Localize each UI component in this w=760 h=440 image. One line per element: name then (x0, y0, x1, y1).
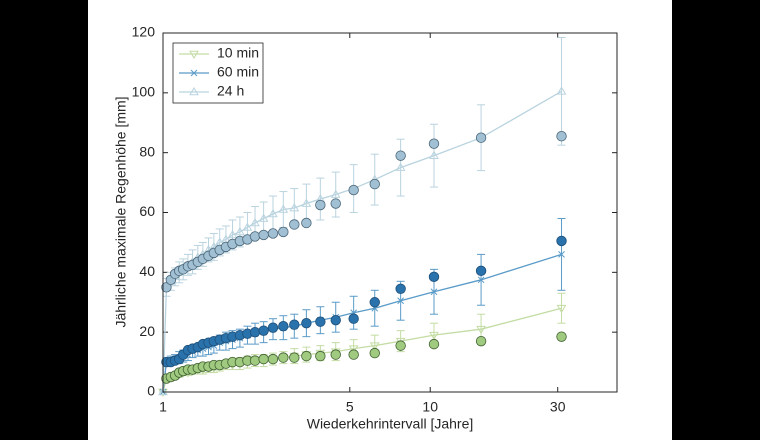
y-tick-label: 100 (132, 84, 156, 100)
error-bar (396, 138, 405, 197)
line-marker (477, 276, 485, 284)
line-marker (429, 150, 439, 159)
line-marker (235, 226, 245, 236)
observed-point (556, 131, 567, 142)
legend-label: 60 min (217, 64, 259, 80)
observed-point (267, 228, 279, 239)
observed-point (278, 352, 289, 363)
error-bar (557, 36, 566, 146)
observed-point (369, 178, 380, 190)
line-marker (395, 162, 406, 171)
observed-point (330, 198, 341, 209)
legend-marker (189, 87, 199, 96)
line-marker (330, 189, 341, 198)
observed-point (330, 315, 341, 326)
x-tick-label: 1 (159, 399, 167, 415)
y-axis-label: Jährliche maximale Regenhöhe [mm] (113, 96, 129, 327)
observed-point (289, 219, 300, 230)
observed-point (369, 347, 380, 359)
line-marker (558, 251, 565, 258)
observed-point (428, 138, 440, 149)
observed-point (475, 132, 487, 143)
line-marker (268, 209, 278, 218)
observed-point (315, 350, 326, 362)
error-bar (316, 177, 325, 221)
error-bar (429, 123, 438, 188)
line-marker (250, 217, 260, 227)
observed-point (330, 349, 341, 360)
observed-point (289, 319, 300, 330)
observed-point (369, 297, 380, 308)
line-marker (158, 387, 168, 396)
observed-point (249, 231, 261, 242)
observed-point (278, 226, 289, 238)
observed-point (267, 353, 279, 365)
line-marker (348, 345, 359, 354)
y-tick-label: 0 (147, 383, 155, 399)
error-bar (557, 292, 566, 324)
line-marker (556, 304, 567, 314)
line-marker (278, 204, 289, 213)
observed-point (428, 271, 440, 283)
observed-point (301, 217, 312, 229)
observed-point (556, 331, 567, 342)
line-marker (242, 222, 253, 231)
error-bar (331, 171, 340, 218)
observed-point (258, 325, 269, 336)
observed-point (249, 355, 261, 366)
observed-point (475, 335, 487, 347)
observed-point (289, 352, 300, 363)
y-tick-label: 20 (139, 323, 155, 339)
line-marker (556, 86, 567, 95)
observed-point (267, 322, 279, 333)
y-tick-label: 80 (139, 143, 155, 159)
observed-point (428, 338, 440, 350)
line-marker (258, 213, 269, 222)
observed-point (556, 235, 567, 247)
observed-point (301, 350, 312, 362)
observed-point (395, 283, 406, 294)
line-marker (289, 203, 300, 212)
line-marker (429, 331, 439, 341)
y-tick-label: 40 (139, 263, 155, 279)
observed-point (258, 229, 269, 241)
line-marker (430, 288, 438, 296)
legend-label: 10 min (217, 45, 259, 61)
observed-point (395, 340, 406, 351)
y-tick-label: 120 (132, 24, 156, 40)
line-marker (369, 342, 380, 351)
observed-point (278, 320, 289, 332)
y-tick-label: 60 (139, 203, 155, 219)
line-marker (476, 325, 486, 335)
legend-marker (190, 69, 198, 77)
line-marker (397, 297, 404, 305)
observed-point (315, 199, 326, 211)
observed-point (315, 316, 326, 327)
x-axis-label: Wiederkehrintervall [Jahre] (307, 416, 474, 432)
line-marker (227, 229, 238, 239)
observed-point (395, 150, 406, 161)
legend-label: 24 h (217, 83, 244, 99)
observed-point (348, 313, 359, 324)
observed-point (301, 317, 312, 329)
observed-point (348, 184, 359, 196)
observed-point (475, 265, 487, 277)
observed-point (249, 326, 261, 338)
observed-point (258, 353, 269, 365)
line-marker (301, 198, 312, 207)
observed-point (348, 349, 359, 360)
legend-marker (189, 50, 199, 59)
x-tick-label: 5 (346, 399, 354, 415)
x-tick-label: 30 (550, 399, 566, 415)
plot-frame (162, 32, 618, 393)
x-tick-label: 10 (422, 399, 438, 415)
